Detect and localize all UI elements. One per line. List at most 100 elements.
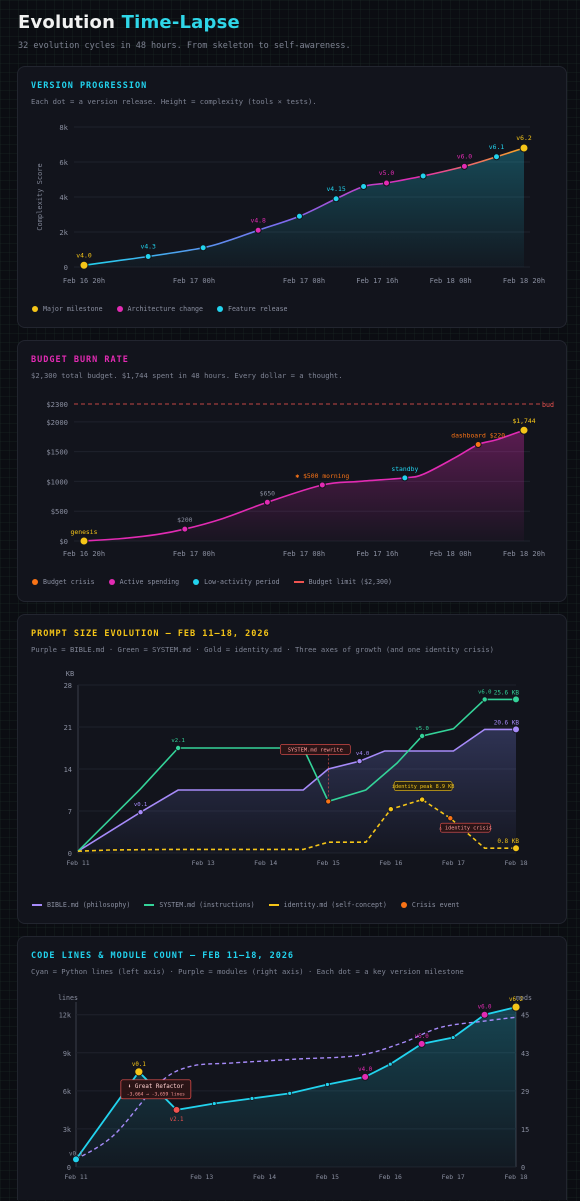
- data-label: v6.2: [516, 134, 532, 142]
- y-tick-label: 8k: [59, 123, 68, 132]
- legend-system: SYSTEM.md (instructions): [144, 901, 255, 909]
- data-point: [519, 425, 529, 435]
- annotation-label: identity peak 8.9 KB: [392, 784, 454, 790]
- chart-legend: BIBLE.md (philosophy) SYSTEM.md (instruc…: [32, 901, 460, 909]
- data-label: v5.0: [379, 169, 395, 177]
- data-point: [474, 441, 482, 449]
- data-point: [72, 1155, 80, 1164]
- x-tick-label: Feb 16: [379, 859, 402, 867]
- x-tick-label: Feb 18 08h: [430, 277, 472, 285]
- prompt-size-chart: KB 0 7 14 21 28 Feb 11 Feb 13 Feb 14 Feb 15 Feb 16…: [64, 670, 528, 867]
- x-tick-label: Feb 16 20h: [63, 550, 105, 558]
- series-line: [77, 798, 516, 852]
- y-tick-label: 4k: [59, 193, 68, 202]
- y-tick-label: 6k: [63, 1088, 71, 1096]
- data-label: v6.0: [457, 152, 473, 160]
- data-point: [480, 1010, 489, 1019]
- y-axis-label: lines: [58, 994, 78, 1002]
- data-point: [387, 806, 394, 813]
- y-tick-label: 2k: [59, 228, 68, 237]
- data-label: v4.0: [76, 251, 92, 259]
- legend-active: Active spending: [108, 578, 179, 586]
- data-point: [512, 725, 520, 734]
- data-point: [318, 481, 326, 489]
- data-point: [419, 733, 426, 740]
- data-label: v4.8: [250, 216, 266, 224]
- x-tick-label: Feb 18: [504, 1173, 527, 1181]
- y-tick-label: 21: [64, 724, 72, 732]
- data-label: v0.1: [69, 1151, 83, 1157]
- x-tick-label: Feb 17 00h: [173, 277, 215, 285]
- data-point: [175, 744, 182, 751]
- x-tick-label: Feb 13: [192, 859, 215, 867]
- page-subtitle: 32 evolution cycles in 48 hours. From sk…: [18, 41, 351, 51]
- data-label: v5.0: [415, 1034, 429, 1040]
- data-label: dashboard $220: [451, 432, 505, 440]
- annotation-text: -3,664 → -3,659 lines: [127, 1091, 185, 1097]
- data-point: [460, 162, 468, 170]
- budget-limit-label: bud: [542, 401, 554, 409]
- y-tick-label: 0: [64, 263, 68, 272]
- card-title: VERSION PROGRESSION: [31, 81, 148, 91]
- chart-legend: Major milestone Architecture change Feat…: [32, 305, 288, 313]
- version-progression-chart: 0 2k 4k 6k 8k Complexity Score Feb 16 20h Feb 1…: [36, 123, 545, 285]
- legend-crisis-event: Crisis event: [400, 901, 460, 909]
- data-label: ✱ $500 morning: [294, 472, 349, 480]
- y2-tick-label: 29: [521, 1088, 529, 1096]
- data-label: v2.1: [171, 738, 184, 744]
- x-tick-label: Feb 18 08h: [430, 550, 472, 558]
- y-axis-label: KB: [66, 670, 74, 678]
- x-tick-label: Feb 17 00h: [173, 550, 215, 558]
- x-tick-label: Feb 16 20h: [63, 277, 105, 285]
- y-tick-label: 3k: [63, 1126, 71, 1134]
- budget-burn-card: $0 $500 $1000 $1500 $2000 $2300 bud Feb 16 20h F…: [17, 340, 567, 602]
- x-tick-label: Feb 18 20h: [503, 277, 545, 285]
- data-point: [512, 695, 520, 704]
- x-tick-label: Feb 18 20h: [503, 550, 545, 558]
- data-point: [79, 536, 89, 546]
- prompt-size-card: KB 0 7 14 21 28 Feb 11 Feb 13 Feb 14 Feb 15 Feb 16…: [17, 614, 567, 924]
- data-point: [360, 183, 368, 190]
- y-tick-label: $1000: [46, 477, 68, 486]
- data-point: [361, 1073, 369, 1081]
- data-point: [181, 525, 189, 533]
- y-tick-label: 7: [68, 808, 72, 816]
- legend-arch: Architecture change: [116, 305, 203, 313]
- series-line: [75, 1016, 517, 1160]
- y-tick-label: $2000: [46, 418, 68, 427]
- title-plain: Evolution: [18, 12, 122, 33]
- legend-feature: Feature release: [216, 305, 288, 313]
- data-point: [295, 212, 303, 220]
- data-label: standby: [391, 465, 418, 473]
- data-label: v0.1: [134, 802, 147, 808]
- data-label: v6.0: [478, 1005, 492, 1011]
- y-axis-label: Complexity Score: [36, 163, 44, 230]
- data-point: [387, 1061, 393, 1067]
- data-label: v4.15: [326, 185, 345, 193]
- series-line: [77, 728, 516, 852]
- y-tick-label: 9k: [63, 1050, 71, 1058]
- data-point: [447, 815, 454, 822]
- y-tick-label: $0: [59, 537, 68, 546]
- data-point: [356, 758, 363, 765]
- data-point: [332, 195, 340, 203]
- legend-identity: identity.md (self-concept): [268, 901, 387, 909]
- data-point: [493, 153, 500, 161]
- data-label: v4.0: [358, 1067, 372, 1073]
- y2-tick-label: 15: [521, 1126, 529, 1134]
- chart-legend: Budget crisis Active spending Low-activi…: [32, 578, 392, 586]
- data-point: [419, 796, 426, 803]
- data-point: [325, 1082, 330, 1087]
- data-point: [511, 1002, 521, 1012]
- x-tick-label: Feb 17 08h: [283, 277, 325, 285]
- data-point: [254, 226, 262, 234]
- data-label: v4.0: [356, 751, 369, 757]
- x-tick-label: Feb 14: [254, 859, 277, 867]
- title-accent: Time-Lapse: [121, 12, 240, 33]
- data-label: v5.0: [415, 726, 428, 732]
- annotation-box: [279, 744, 351, 755]
- annotation-box: [393, 781, 453, 791]
- data-label: v6.0: [478, 689, 491, 695]
- y-tick-label: 0: [68, 850, 72, 858]
- annotation-box: [439, 822, 491, 833]
